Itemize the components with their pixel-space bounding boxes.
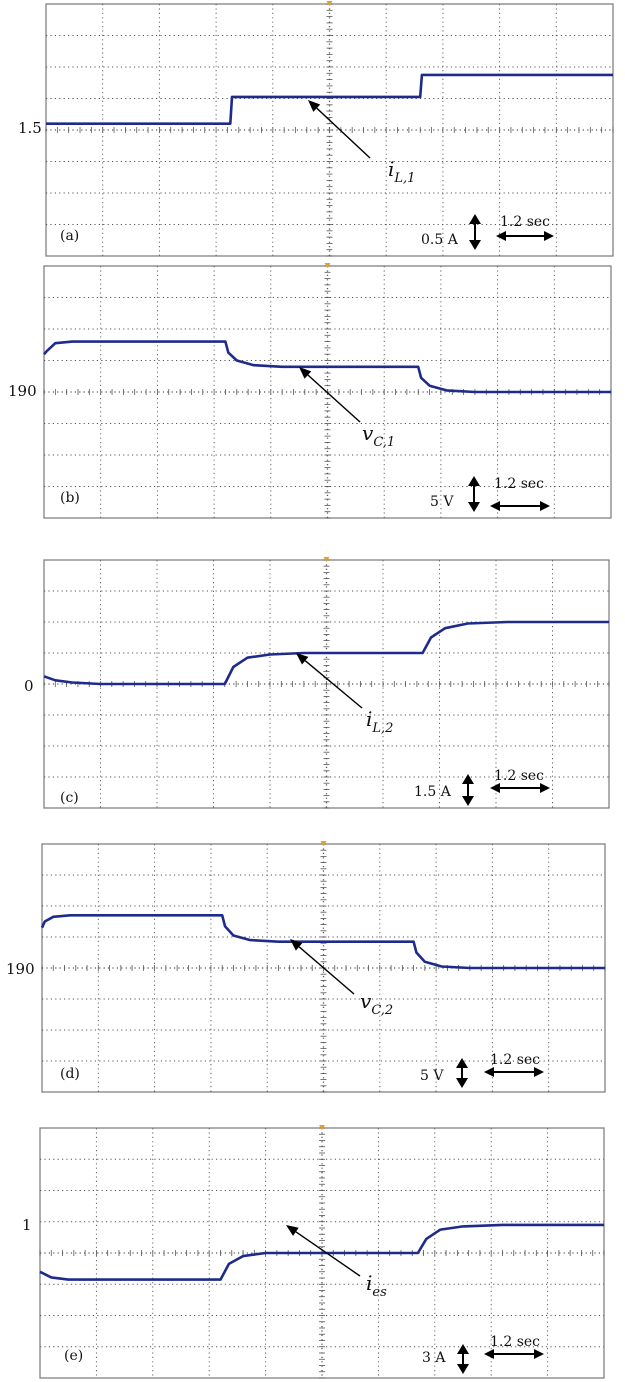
- signal-trace: [39, 1223, 604, 1281]
- time-scale-label: 1.2 sec: [500, 214, 550, 230]
- pointer-arrow-head: [296, 653, 309, 665]
- vertical-scale-arrow-head: [462, 774, 474, 784]
- vertical-scale-arrow-head: [462, 796, 474, 806]
- time-scale-arrow-head: [544, 231, 554, 241]
- vertical-scale-arrow-head: [469, 214, 481, 224]
- vertical-scale-arrow-head: [468, 502, 480, 512]
- signal-label: iL,2: [366, 707, 393, 736]
- y-tick-label: 190: [8, 382, 37, 400]
- panel-label: (d): [60, 1066, 80, 1082]
- signal-label: vC,1: [362, 421, 395, 450]
- pointer-arrow-line: [316, 107, 371, 159]
- vertical-scale-label: 0.5 A: [421, 232, 459, 248]
- time-scale-arrow-head: [484, 1067, 494, 1077]
- scope-panel-b: 190 (b) 5 V 1.2 sec vC,1: [8, 263, 612, 519]
- time-scale-arrow-head: [496, 231, 506, 241]
- panel-label: (e): [64, 1348, 83, 1364]
- panel-label: (a): [60, 228, 79, 244]
- signal-label: vC,2: [360, 989, 393, 1018]
- vertical-scale-arrow-head: [456, 1058, 468, 1068]
- signal-trace: [40, 914, 605, 970]
- scope-panel-c: 0 (c) 1.5 A 1.2 sec iL,2: [24, 557, 610, 809]
- pointer-arrow-head: [308, 100, 321, 112]
- y-tick-label: 1.5: [18, 119, 42, 137]
- pointer-arrow-head: [290, 939, 303, 951]
- vertical-scale-label: 5 V: [420, 1068, 444, 1084]
- vertical-scale-label: 1.5 A: [414, 784, 452, 800]
- signal-label: ies: [366, 1271, 387, 1300]
- trigger-marker: [320, 841, 327, 846]
- pointer-arrow-line: [298, 946, 355, 995]
- pointer-arrow-head: [299, 367, 312, 379]
- time-scale-arrow-head: [490, 501, 500, 511]
- vertical-scale-arrow-head: [469, 240, 481, 250]
- time-scale-label: 1.2 sec: [490, 1334, 540, 1350]
- pointer-arrow-line: [295, 1231, 361, 1277]
- pointer-arrow-head: [286, 1225, 299, 1236]
- panel-label: (b): [60, 490, 80, 506]
- time-scale-arrow-head: [534, 1067, 544, 1077]
- y-tick-label: 1: [22, 1216, 32, 1234]
- trigger-marker: [324, 263, 331, 268]
- scope-panel-d: 190 (d) 5 V 1.2 sec vC,2: [6, 841, 606, 1093]
- time-scale-arrow-head: [484, 1349, 494, 1359]
- vertical-scale-arrow-head: [457, 1344, 469, 1354]
- time-scale-label: 1.2 sec: [494, 476, 544, 492]
- vertical-scale-arrow-head: [456, 1078, 468, 1088]
- signal-label: iL,1: [388, 157, 415, 186]
- scope-panel-a: 1.5 (a) 0.5 A 1.2 sec iL,1: [18, 1, 614, 257]
- vertical-scale-label: 3 A: [422, 1350, 446, 1366]
- pointer-arrow-line: [307, 374, 361, 423]
- signal-trace: [46, 73, 613, 125]
- time-scale-arrow-head: [534, 1349, 544, 1359]
- vertical-scale-label: 5 V: [430, 494, 454, 510]
- pointer-arrow-line: [304, 660, 363, 709]
- time-scale-arrow-head: [490, 783, 500, 793]
- signal-trace: [43, 340, 611, 394]
- y-tick-label: 190: [6, 960, 35, 978]
- time-scale-arrow-head: [540, 783, 550, 793]
- time-scale-arrow-head: [540, 501, 550, 511]
- panel-label: (c): [60, 790, 79, 806]
- time-scale-label: 1.2 sec: [494, 768, 544, 784]
- y-tick-label: 0: [24, 677, 34, 695]
- time-scale-label: 1.2 sec: [490, 1052, 540, 1068]
- vertical-scale-arrow-head: [457, 1364, 469, 1374]
- trigger-marker: [319, 1125, 325, 1130]
- trigger-marker: [323, 557, 330, 562]
- vertical-scale-arrow-head: [468, 476, 480, 486]
- scope-panel-e: 1 (e) 3 A 1.2 sec ies: [22, 1125, 605, 1379]
- trigger-marker: [326, 1, 333, 6]
- signal-trace: [43, 620, 609, 686]
